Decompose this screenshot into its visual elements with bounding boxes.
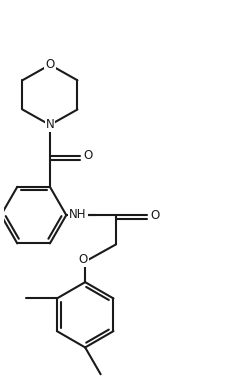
Text: O: O <box>84 149 93 162</box>
Text: N: N <box>46 118 54 131</box>
Text: O: O <box>45 58 55 71</box>
Text: NH: NH <box>69 208 87 221</box>
Text: O: O <box>151 209 160 222</box>
Text: O: O <box>79 253 88 266</box>
